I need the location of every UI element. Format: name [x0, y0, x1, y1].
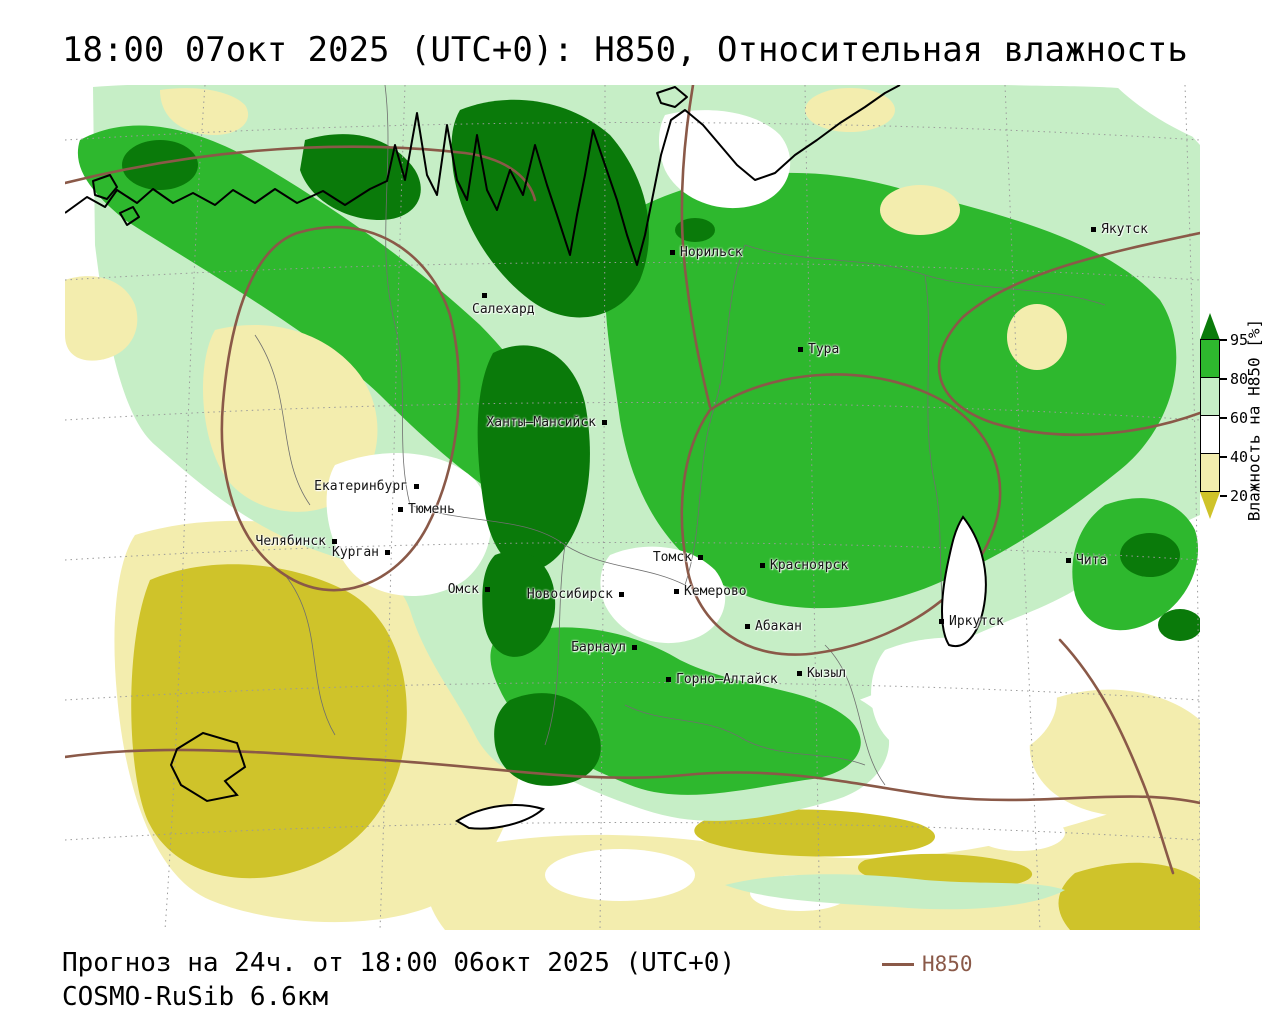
city-dot [666, 677, 671, 682]
city-label: Тура [808, 342, 840, 357]
city-label: Иркутск [949, 614, 1004, 629]
city-dot [385, 550, 390, 555]
h850-series-label: H850 [922, 952, 973, 976]
city-dot [632, 645, 637, 650]
colorbar-arrow-bottom [1200, 492, 1220, 519]
colorbar-segment [1200, 339, 1220, 378]
city-dot [398, 507, 403, 512]
graticule-layer [65, 85, 1200, 930]
map-title: 18:00 07окт 2025 (UTC+0): H850, Относите… [62, 30, 1188, 70]
city-label: Горно—Алтайск [676, 672, 778, 687]
colorbar-arrow-top [1200, 313, 1220, 340]
city-label: Чита [1076, 553, 1108, 568]
city-dot [414, 484, 419, 489]
city-label: Новосибирск [526, 587, 613, 602]
colorbar-segment [1200, 415, 1220, 454]
city-label: Омск [447, 582, 479, 597]
lake-baikal [941, 515, 987, 648]
lake-southwest [169, 731, 247, 803]
city-dot [602, 420, 607, 425]
city-dot [797, 671, 802, 676]
model-info-line: COSMO-RuSib 6.6км [62, 982, 329, 1012]
admin-boundaries-layer [254, 85, 1106, 786]
city-dot [1091, 227, 1096, 232]
city-label: Барнаул [571, 640, 626, 655]
city-dot [619, 592, 624, 597]
h850-contour-line-sample [882, 962, 914, 966]
colorbar-tick [1220, 417, 1227, 419]
colorbar-tick [1220, 456, 1227, 458]
humidity-colorbar: 95 80 60 40 20 [1200, 313, 1248, 519]
city-dot [939, 619, 944, 624]
colorbar-tick [1220, 495, 1227, 497]
colorbar-tick-label: 20 [1230, 487, 1249, 505]
colorbar-tick [1220, 339, 1227, 341]
city-dot [670, 250, 675, 255]
city-dot [332, 539, 337, 544]
colorbar-tick-label: 80 [1230, 370, 1249, 388]
city-label: Курган [332, 545, 379, 560]
h850-contours-layer [65, 85, 1200, 875]
city-label: Кызыл [807, 666, 847, 681]
city-label: Кемерово [684, 584, 747, 599]
coastline-layer [65, 85, 987, 830]
city-label: Якутск [1101, 222, 1148, 237]
city-markers-layer: Норильск Якутск Салехард Тура Ханты—Мансийск… [65, 85, 1200, 930]
city-dot [485, 587, 490, 592]
colorbar-tick-label: 60 [1230, 409, 1249, 427]
city-dot [760, 563, 765, 568]
city-label: Тюмень [408, 502, 455, 517]
city-label: Екатеринбург [314, 479, 408, 494]
city-dot [1066, 558, 1071, 563]
city-dot [674, 589, 679, 594]
colorbar-tick [1220, 378, 1227, 380]
city-dot [745, 624, 750, 629]
city-dot [482, 293, 487, 298]
city-label: Салехард [472, 302, 535, 317]
colorbar-tick-label: 40 [1230, 448, 1249, 466]
forecast-info-line: Прогноз на 24ч. от 18:00 06окт 2025 (UTC… [62, 948, 736, 978]
city-label: Томск [652, 550, 692, 565]
city-label: Ханты—Мансийск [486, 415, 596, 430]
lake-zaysan [455, 804, 546, 830]
colorbar-segment [1200, 453, 1220, 492]
humidity-map-svg [65, 85, 1200, 930]
colorbar-title: Влажность на H850 [%] [1244, 318, 1264, 522]
city-label: Челябинск [255, 534, 326, 549]
contour-series-legend: H850 [882, 952, 973, 976]
colorbar-segment [1200, 377, 1220, 416]
city-label: Абакан [755, 619, 802, 634]
map-area: Норильск Якутск Салехард Тура Ханты—Мансийск… [65, 85, 1200, 930]
city-dot [798, 347, 803, 352]
city-label: Красноярск [770, 558, 849, 573]
colorbar-tick-label: 95 [1230, 331, 1249, 349]
city-dot [698, 555, 703, 560]
city-label: Норильск [680, 245, 743, 260]
humidity-field-layer [65, 85, 1200, 930]
